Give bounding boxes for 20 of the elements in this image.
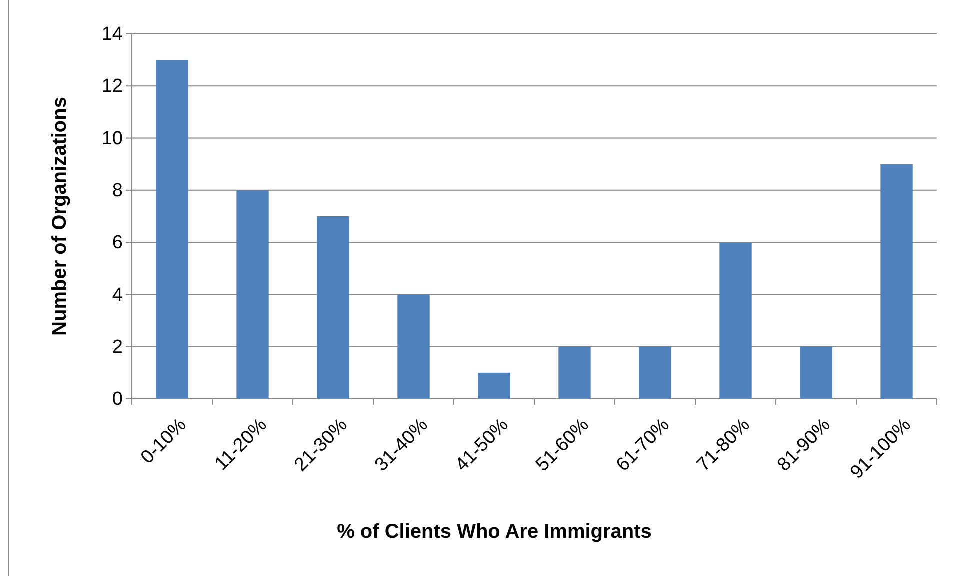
bar (317, 216, 350, 399)
bar (800, 346, 832, 399)
y-tick-label: 4 (112, 284, 124, 306)
y-tick-label: 6 (112, 232, 123, 254)
y-axis-title: Number of Organizations (49, 97, 71, 336)
y-tick-label: 2 (112, 336, 123, 358)
bar (639, 346, 672, 399)
y-tick-label: 8 (112, 180, 123, 202)
y-tick-label: 0 (112, 389, 123, 410)
y-tick-label: 14 (102, 24, 124, 46)
x-axis-title: % of Clients Who Are Immigrants (337, 521, 652, 543)
bar (156, 60, 188, 399)
bar (720, 242, 752, 399)
bar (558, 346, 591, 399)
y-tick-label: 10 (102, 128, 123, 150)
y-tick-label: 12 (102, 76, 123, 98)
bar (478, 372, 510, 399)
bar (398, 294, 430, 399)
bar (880, 164, 913, 399)
bar (236, 190, 269, 399)
